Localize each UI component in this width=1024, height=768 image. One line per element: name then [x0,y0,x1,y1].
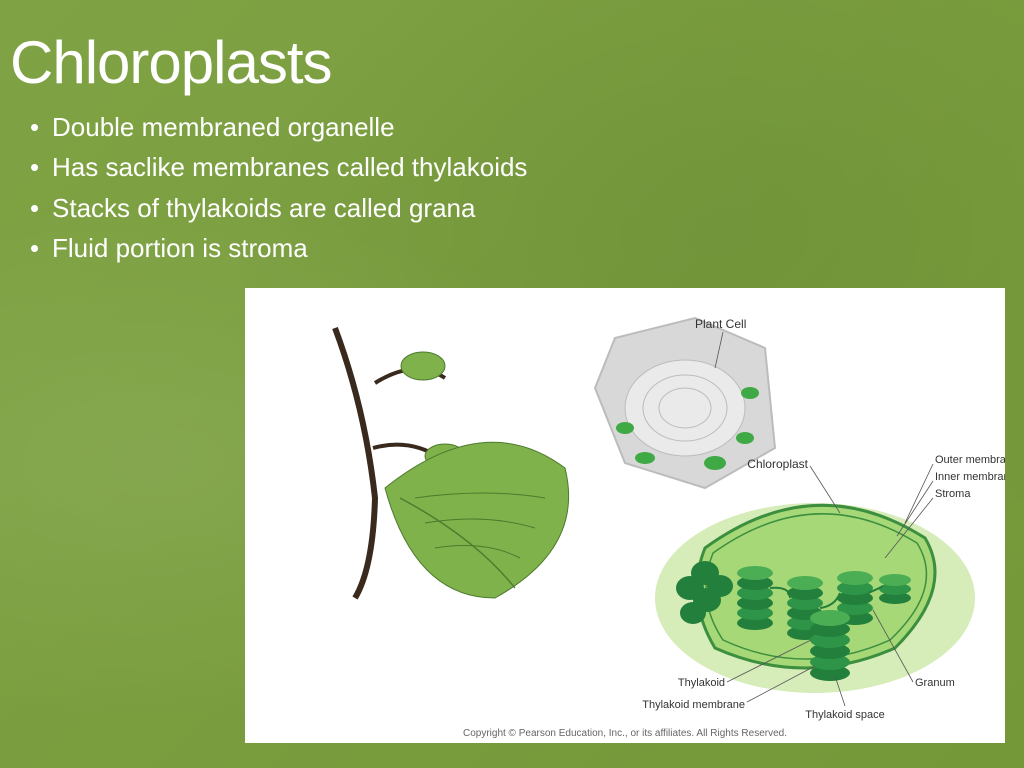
label-outer-membrane: Outer membrane [935,454,1005,466]
label-stroma: Stroma [935,488,971,500]
figure-copyright: Copyright © Pearson Education, Inc., or … [245,728,1005,739]
bullet-list: Double membraned organelle Has saclike m… [0,107,1024,268]
label-thylakoid-membrane: Thylakoid membrane [642,699,745,711]
label-thylakoid: Thylakoid [678,677,725,689]
bullet-item: Double membraned organelle [30,107,1024,147]
label-inner-membrane: Inner membrane [935,471,1005,483]
label-thylakoid-space: Thylakoid space [805,709,885,721]
label-plant-cell: Plant Cell [695,317,746,331]
chloroplast-diagram: Plant Cell [245,288,1005,743]
bullet-item: Stacks of thylakoids are called grana [30,188,1024,228]
page-title: Chloroplasts [0,0,1024,107]
bullet-item: Has saclike membranes called thylakoids [30,147,1024,187]
label-granum: Granum [915,677,955,689]
label-chloroplast: Chloroplast [747,457,808,471]
bullet-item: Fluid portion is stroma [30,228,1024,268]
leaf-illustration [335,328,569,598]
chloroplast-illustration [655,503,975,693]
